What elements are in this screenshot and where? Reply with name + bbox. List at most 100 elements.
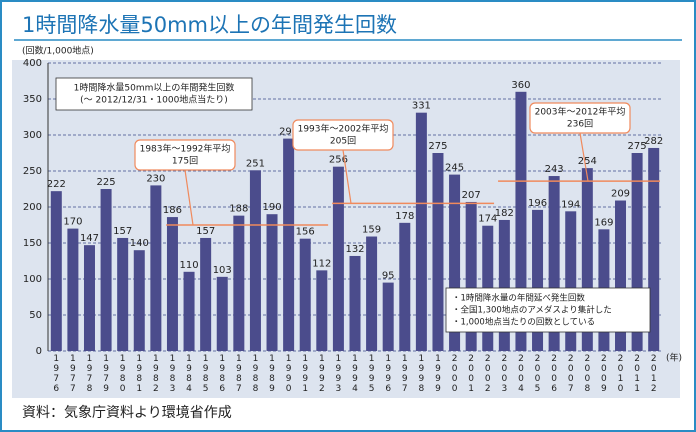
value-label: 182 <box>495 208 514 219</box>
bar <box>316 270 328 351</box>
callout-pointer <box>184 169 194 226</box>
bar <box>515 91 527 352</box>
bar <box>150 185 162 351</box>
legend-box <box>55 77 253 111</box>
value-label: 295 <box>279 127 298 138</box>
bar <box>332 166 344 351</box>
value-label: 282 <box>644 136 663 147</box>
value-label: 251 <box>246 158 265 169</box>
bar <box>67 228 79 351</box>
bar <box>83 245 95 351</box>
value-label: 178 <box>395 211 414 222</box>
y-tick-label: 150 <box>23 238 42 249</box>
value-label: 112 <box>312 258 331 269</box>
value-label: 156 <box>296 227 315 238</box>
bar <box>166 217 178 351</box>
value-label: 360 <box>511 80 530 91</box>
callout-value: 236回 <box>567 119 593 130</box>
callout-value: 175回 <box>172 156 198 167</box>
bar <box>266 214 278 351</box>
value-label: 170 <box>63 217 82 228</box>
value-label: 174 <box>478 214 497 225</box>
bar <box>498 219 510 351</box>
bar <box>532 209 544 351</box>
y-tick-label: 250 <box>23 166 42 177</box>
bar <box>349 255 361 351</box>
bar <box>233 215 245 351</box>
note-text: ・全国1,300地点のアメダスより集計した <box>452 305 612 316</box>
value-label: 190 <box>262 202 281 213</box>
bar <box>100 189 112 351</box>
bar <box>50 191 62 351</box>
value-label: 132 <box>345 244 364 255</box>
y-tick-label: 350 <box>23 94 42 105</box>
bar <box>631 153 643 351</box>
legend-text: (～ 2012/12/31・1000地点当たり) <box>80 94 228 106</box>
bar <box>183 271 195 351</box>
y-tick-label: 300 <box>23 130 42 141</box>
callout-value: 205回 <box>330 136 356 147</box>
note-text: ・1時間降水量の年間延べ発生回数 <box>452 293 585 304</box>
bar <box>133 250 145 351</box>
value-label: 194 <box>561 199 580 210</box>
y-tick-label: 0 <box>36 346 42 357</box>
value-label: 140 <box>130 238 149 249</box>
value-label: 159 <box>362 225 381 236</box>
y-tick-label: 50 <box>29 310 42 321</box>
value-label: 209 <box>611 189 630 200</box>
value-label: 157 <box>196 226 215 237</box>
bar <box>299 238 311 351</box>
value-label: 225 <box>97 177 116 188</box>
note-text: ・1,000地点当たりの回数としている <box>452 317 595 328</box>
callout-pointer <box>579 132 589 182</box>
bar <box>565 211 577 351</box>
value-label: 103 <box>213 265 232 276</box>
bar <box>283 138 295 351</box>
callout-box <box>529 102 631 134</box>
bar <box>648 147 660 351</box>
callout-box <box>292 119 394 151</box>
value-label: 331 <box>412 101 431 112</box>
bar <box>581 168 593 351</box>
x-axis-label: (年) <box>666 352 682 364</box>
y-tick-label: 400 <box>23 58 42 69</box>
value-label: 147 <box>80 233 99 244</box>
value-label: 95 <box>382 271 395 282</box>
value-label: 157 <box>113 226 132 237</box>
callout-pointer <box>342 149 352 204</box>
bar <box>117 237 129 351</box>
bar <box>465 201 477 351</box>
bar <box>432 153 444 351</box>
value-label: 188 <box>229 204 248 215</box>
bar <box>548 176 560 351</box>
bar <box>200 237 212 351</box>
value-label: 275 <box>428 141 447 152</box>
callout-label: 1993年～2002年平均 <box>298 123 389 135</box>
chart-title: 1時間降水量50mm以上の年間発生回数 <box>22 13 397 37</box>
value-label: 256 <box>329 155 348 166</box>
